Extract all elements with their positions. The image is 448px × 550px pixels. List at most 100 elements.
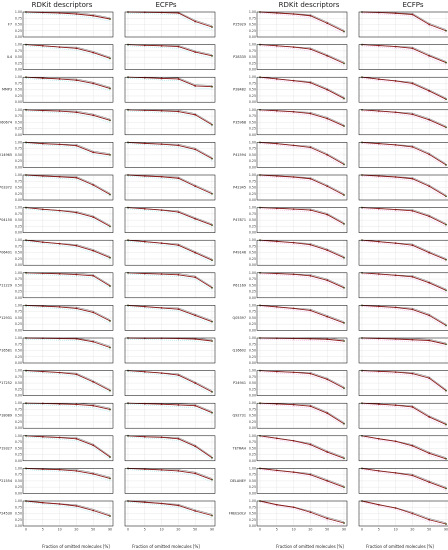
y-tick-label: 0.75 [15,114,22,118]
variance-band [25,13,111,22]
row-target-label: Q92731 [233,414,246,418]
y-tick-label: 0.75 [15,16,22,20]
data-point [143,175,146,177]
variance-band [127,13,213,30]
series-primary-line [127,239,213,261]
data-point [58,272,61,275]
variance-band [361,241,447,263]
panel-F7-ecfp [124,11,216,38]
y-tick-label: 0.25 [15,485,22,489]
row-target-label: P17252 [0,381,12,385]
row-target-label: P61169 [233,283,246,287]
panel-O60674-ecfp [124,108,216,136]
variance-band [127,45,213,59]
row-target-label: P18089 [0,414,12,418]
series-primary-line [127,370,213,393]
y-tick-label: 0.25 [249,322,256,326]
data-point [292,13,295,15]
data-point [160,502,163,505]
series-primary-line [25,11,111,20]
series-primary-line [259,239,345,259]
x-axis-label-right-ecfp: Fraction of omitted molecules [%] [366,544,434,549]
variance-band [127,110,213,128]
data-point [309,209,312,212]
variance-band [361,45,447,66]
data-point [75,403,78,406]
row-target-label: P16581 [0,349,12,353]
x-tick-label: 50 [325,528,329,532]
series-primary-line [127,500,213,516]
panel-Q16602-rdkit: 0.00 0.25 0.50 0.75 1.00 Q16602 [233,336,348,365]
data-point [92,473,95,475]
data-point [92,249,95,252]
data-point [177,244,180,247]
series-primary-line [361,402,447,425]
data-point-highlight [109,225,111,228]
y-tick-label: 0.00 [249,68,256,72]
panel-frame [124,500,216,527]
data-point [160,242,163,245]
data-point [411,275,414,278]
data-point [177,211,180,214]
data-point [377,78,380,81]
data-point [309,14,312,17]
data-point [143,44,146,47]
data-point-highlight [211,157,213,160]
data-point [75,273,78,276]
variance-band [25,371,111,394]
variance-band [25,404,111,412]
data-point [58,503,61,505]
panel-P42345-rdkit: 0.00 0.25 0.50 0.75 1.00 P42345 [233,173,348,202]
x-tick-label: 50 [427,528,431,532]
data-point-highlight [343,287,345,289]
data-point [411,146,414,148]
data-point [428,481,431,484]
data-point [394,208,397,211]
data-point [194,314,197,317]
panel-frame [124,207,216,233]
panel-P04150-ecfp [124,206,216,233]
panel-frame [358,435,448,462]
data-point-highlight [109,389,111,392]
y-tick-label: 0.25 [249,290,256,294]
panel-frame [22,44,114,70]
data-point [326,338,329,341]
x-axis-label-left-ecfp: Fraction of omitted molecules [%] [132,544,200,549]
variance-band [25,241,111,261]
data-point [326,249,329,252]
data-point [411,406,414,408]
column-title-ecfp-left: ECFPs [155,1,176,9]
data-point [92,216,95,219]
y-tick-label: 0.50 [249,218,256,222]
y-tick-label: 0.00 [249,35,256,39]
data-point [292,144,295,147]
x-tick-label: 20 [410,528,414,532]
data-point-highlight [211,192,213,195]
data-point [177,45,180,48]
data-point [292,439,295,442]
y-tick-label: 0.25 [249,127,256,131]
row-target-label: O60674 [0,120,12,124]
panel-frame [358,337,448,364]
y-tick-label: 1.00 [249,173,256,177]
panel-P41594-rdkit: 0.00 0.25 0.50 0.75 1.00 P41594 [233,140,348,169]
y-tick-label: 0.25 [15,224,22,228]
data-point-highlight [343,62,345,65]
data-point [275,469,278,472]
data-point [394,274,397,277]
data-point [411,113,414,116]
y-tick-label: 0.25 [249,61,256,65]
data-point [428,281,431,284]
series-primary-line [259,500,345,524]
variance-band [127,273,213,291]
data-point [411,338,414,341]
data-point [275,78,278,80]
data-point [326,117,329,120]
series-primary-line [127,467,213,481]
y-tick-label: 0.75 [249,310,256,314]
y-tick-label: 0.00 [249,198,256,202]
panel-P42345-ecfp [358,174,448,201]
x-tick-label: 5 [378,528,380,532]
variance-band [259,371,345,391]
data-point [75,437,78,440]
